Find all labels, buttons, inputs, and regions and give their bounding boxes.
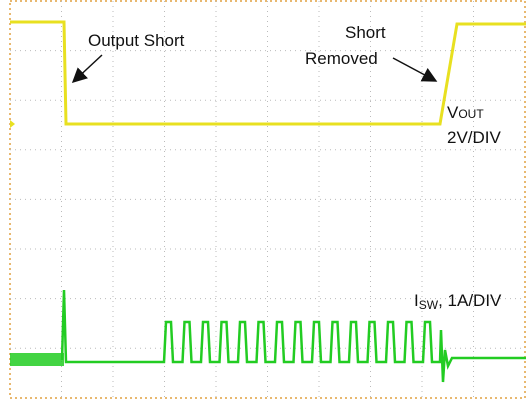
output-short-label: Output Short: [88, 31, 185, 50]
isw-symbol: I: [414, 291, 419, 310]
isw-scale: , 1A/DIV: [438, 291, 502, 310]
isw-trace: [60, 289, 526, 383]
vout-marker: [10, 120, 15, 128]
isw-subscript: SW: [419, 298, 439, 312]
vout-trace: [10, 20, 526, 126]
arrow: [71, 54, 103, 84]
vout-scale: 2V/DIV: [447, 128, 502, 147]
removed-label: Removed: [305, 49, 378, 68]
arrow: [392, 57, 438, 82]
vout-symbol: V: [447, 103, 459, 122]
vout-subscript: OUT: [458, 107, 484, 121]
short-label: Short: [345, 23, 386, 42]
screen-border: [9, 0, 526, 399]
vout-label: VOUT: [447, 103, 484, 122]
isw-label: ISW, 1A/DIV: [414, 291, 502, 312]
isw-noise: [10, 353, 64, 366]
